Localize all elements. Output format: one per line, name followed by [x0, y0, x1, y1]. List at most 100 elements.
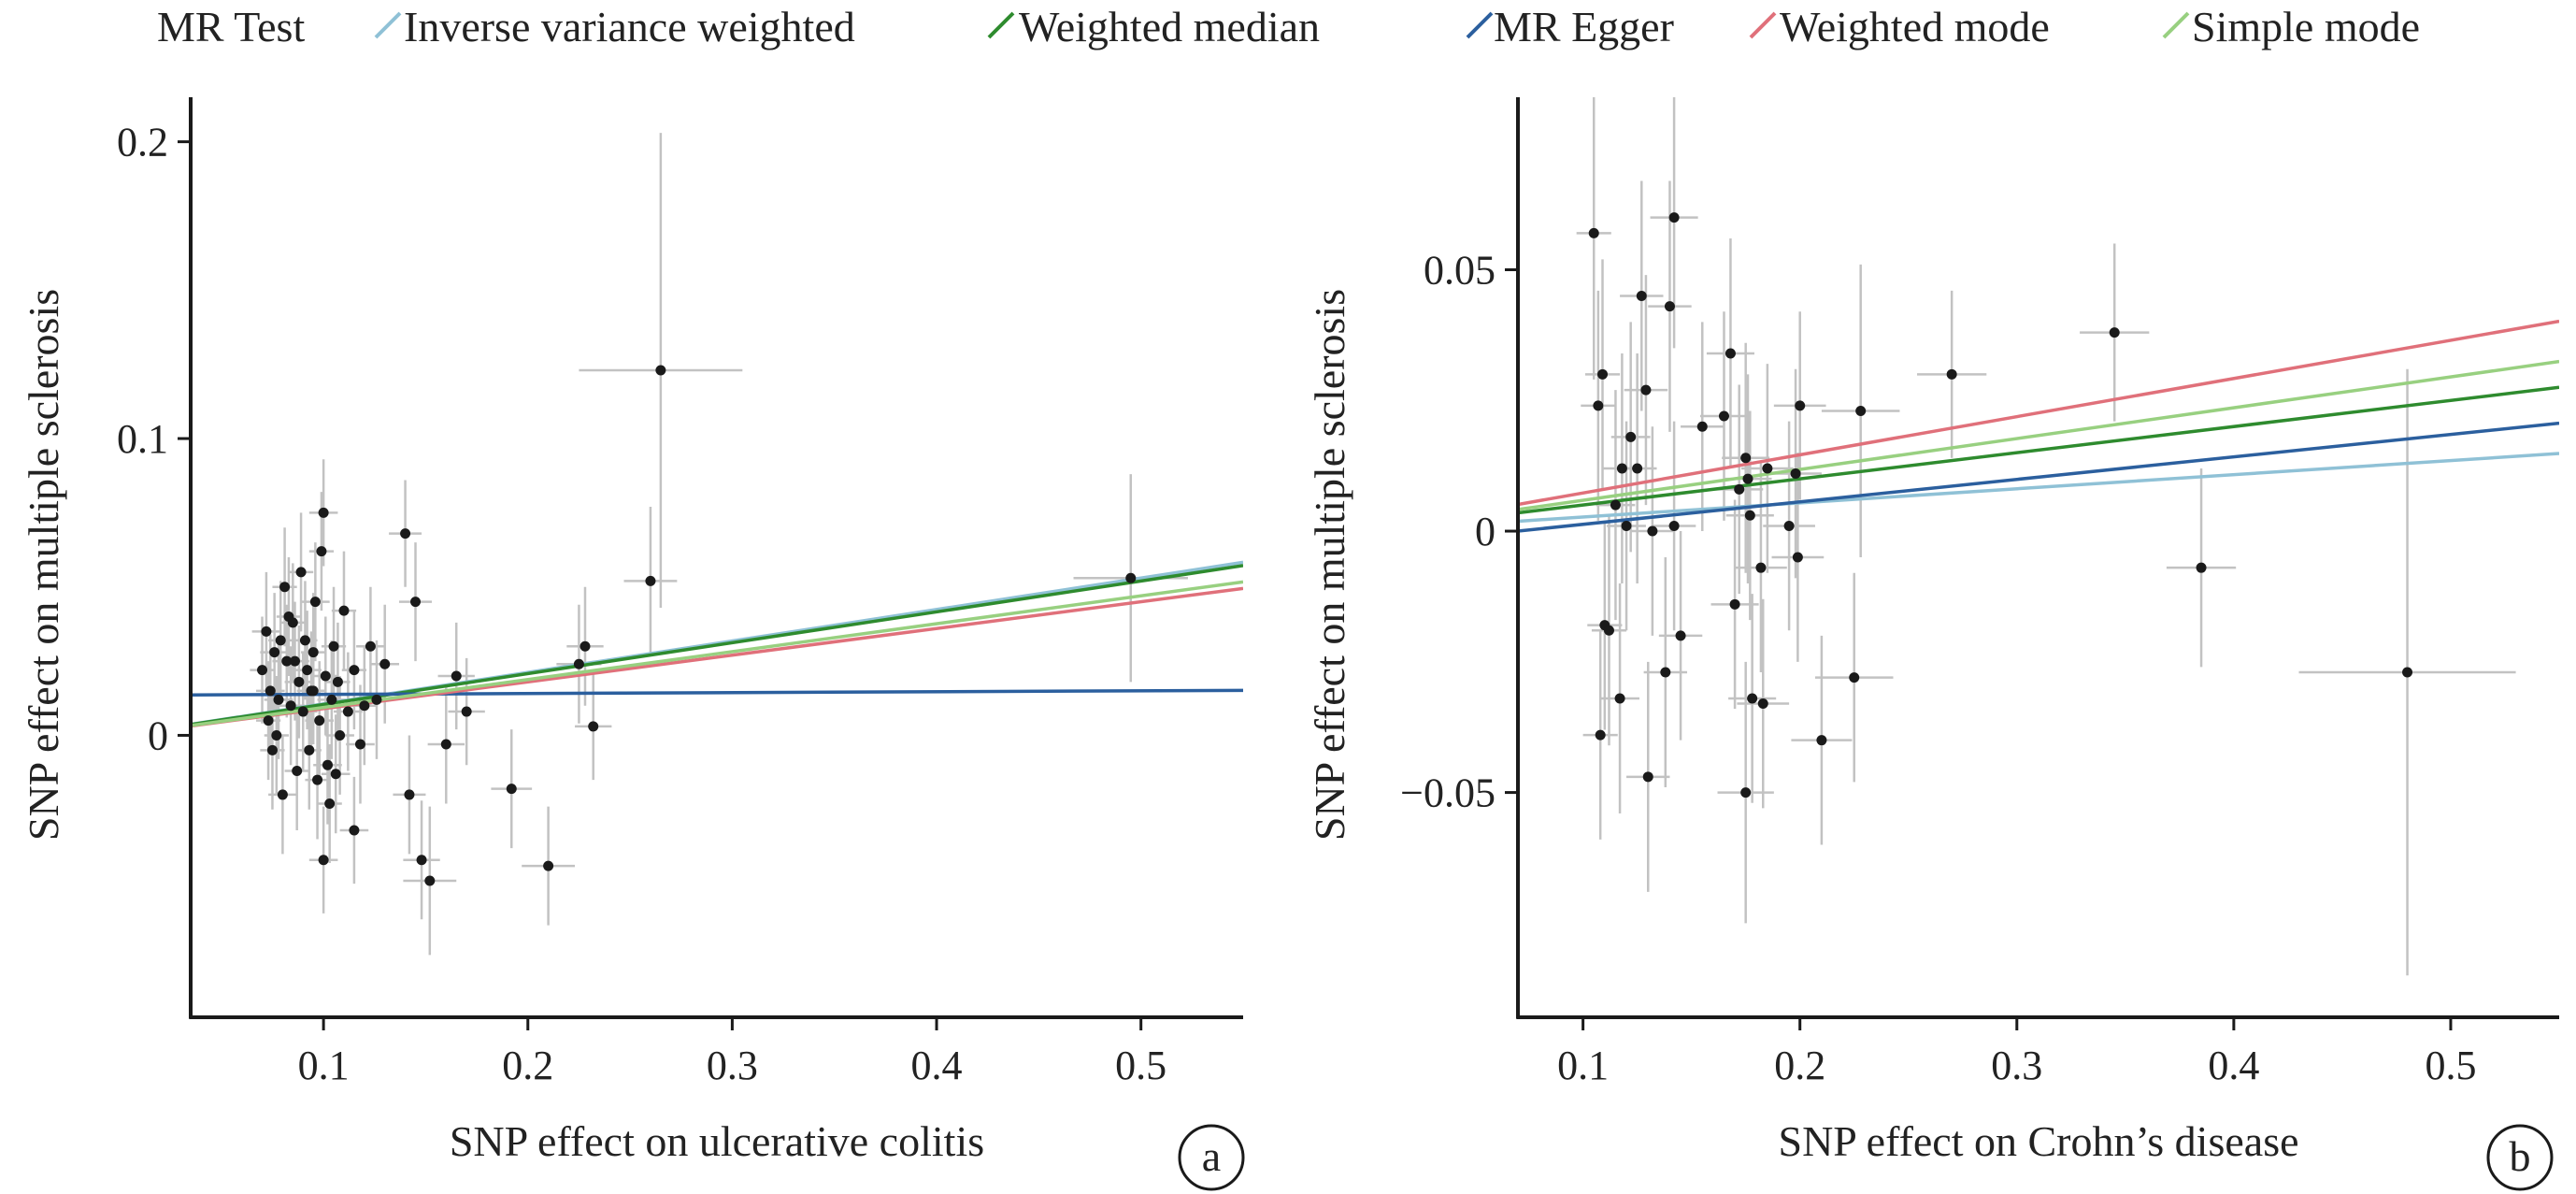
legend-label: Weighted median — [1019, 3, 1320, 50]
y-tick-label: 0.05 — [1424, 248, 1496, 294]
data-point — [281, 655, 293, 667]
y-tick-label: 0.2 — [117, 120, 168, 165]
data-point — [302, 665, 313, 676]
data-point — [326, 694, 337, 705]
plot-area — [1518, 97, 2559, 976]
data-point — [379, 658, 391, 669]
regression-line — [1518, 359, 2559, 511]
data-point — [316, 546, 327, 557]
data-point — [2402, 667, 2413, 678]
data-point — [424, 875, 436, 886]
data-point — [304, 744, 315, 755]
data-point — [314, 715, 325, 726]
data-point — [285, 700, 296, 712]
data-point — [299, 635, 310, 646]
panel-letter: a — [1202, 1132, 1221, 1180]
data-point — [440, 739, 451, 750]
x-tick-label: 0.5 — [2425, 1043, 2476, 1088]
x-tick-label: 0.5 — [1115, 1043, 1166, 1088]
data-point — [588, 721, 599, 732]
data-point — [1625, 431, 1637, 442]
data-point — [1614, 693, 1625, 704]
data-point — [1616, 463, 1627, 474]
data-point — [322, 759, 333, 770]
x-axis-label: SNP effect on ulcerative colitis — [450, 1117, 984, 1165]
data-point — [1636, 290, 1647, 301]
data-point — [290, 655, 301, 667]
data-point — [580, 640, 591, 652]
data-point — [1718, 410, 1729, 422]
data-point — [338, 605, 350, 616]
data-point — [324, 798, 336, 809]
panel-letter-circle — [1178, 1124, 1245, 1191]
x-tick-label: 0.1 — [298, 1043, 350, 1088]
data-point — [1595, 729, 1606, 741]
data-point — [349, 825, 360, 836]
data-point — [1647, 525, 1658, 537]
data-point — [655, 365, 666, 376]
data-point — [335, 729, 346, 741]
panel-b: 0.1 0.2 0.3 0.4 0.5 −0.05 0 0.05 SNP effect on C… — [1306, 97, 2559, 1191]
data-point — [1757, 698, 1768, 710]
data-point — [1744, 510, 1755, 521]
x-axis-label: SNP effect on Crohn’s disease — [1778, 1117, 2298, 1165]
legend-label: MR Egger — [1494, 3, 1674, 50]
data-point — [269, 647, 280, 658]
data-point — [506, 784, 517, 795]
legend-swatch — [2162, 11, 2190, 39]
data-point — [371, 694, 382, 705]
data-point — [308, 685, 319, 697]
data-point — [416, 855, 427, 866]
data-point — [2196, 562, 2207, 573]
regression-line — [1518, 385, 2559, 515]
data-point — [1668, 520, 1680, 531]
data-point — [261, 626, 272, 637]
data-point — [1664, 301, 1675, 312]
panel-a: 0.1 0.2 0.3 0.4 0.5 0 0.1 0.2 SNP effect on ulce… — [20, 97, 1245, 1191]
data-point — [1849, 672, 1860, 683]
x-tick-label: 0.4 — [911, 1043, 963, 1088]
data-point — [354, 739, 365, 750]
regression-line — [191, 564, 1243, 726]
y-axis-label: SNP effect on multiple sclerosis — [20, 289, 67, 841]
data-point — [1762, 463, 1773, 474]
y-tick-label: 0 — [148, 712, 168, 758]
data-point — [1855, 405, 1867, 416]
y-tick-label: −0.05 — [1400, 770, 1496, 816]
data-point — [1642, 771, 1653, 783]
data-point — [573, 658, 584, 669]
legend-label: Simple mode — [2192, 3, 2420, 50]
data-point — [1621, 520, 1632, 531]
x-tick-label: 0.1 — [1557, 1043, 1609, 1088]
data-point — [318, 507, 329, 518]
data-point — [1740, 453, 1752, 464]
regression-line — [1518, 421, 2559, 533]
x-tick-label: 0.3 — [707, 1043, 758, 1088]
legend-swatch — [1749, 11, 1777, 39]
data-point — [1755, 562, 1767, 573]
y-tick-label: 0 — [1475, 509, 1496, 554]
data-point — [263, 715, 274, 726]
legend-swatch — [374, 11, 402, 39]
data-point — [1125, 572, 1137, 583]
data-point — [309, 597, 321, 608]
data-point — [295, 567, 307, 578]
data-point — [266, 744, 278, 755]
legend-label: Weighted mode — [1780, 3, 2050, 50]
data-point — [400, 528, 411, 539]
data-point — [292, 766, 303, 777]
data-point — [275, 635, 286, 646]
data-point — [1640, 384, 1652, 396]
data-point — [1603, 625, 1614, 636]
data-point — [293, 676, 305, 687]
data-point — [1610, 499, 1621, 511]
data-point — [320, 670, 331, 682]
data-point — [277, 789, 288, 800]
data-point — [349, 665, 360, 676]
data-point — [1790, 468, 1801, 480]
data-point — [1734, 483, 1745, 495]
panels: 0.1 0.2 0.3 0.4 0.5 0 0.1 0.2 SNP effect on ulce… — [20, 97, 2559, 1191]
data-point — [1795, 400, 1806, 411]
data-point — [365, 640, 376, 652]
regression-line — [191, 688, 1243, 698]
